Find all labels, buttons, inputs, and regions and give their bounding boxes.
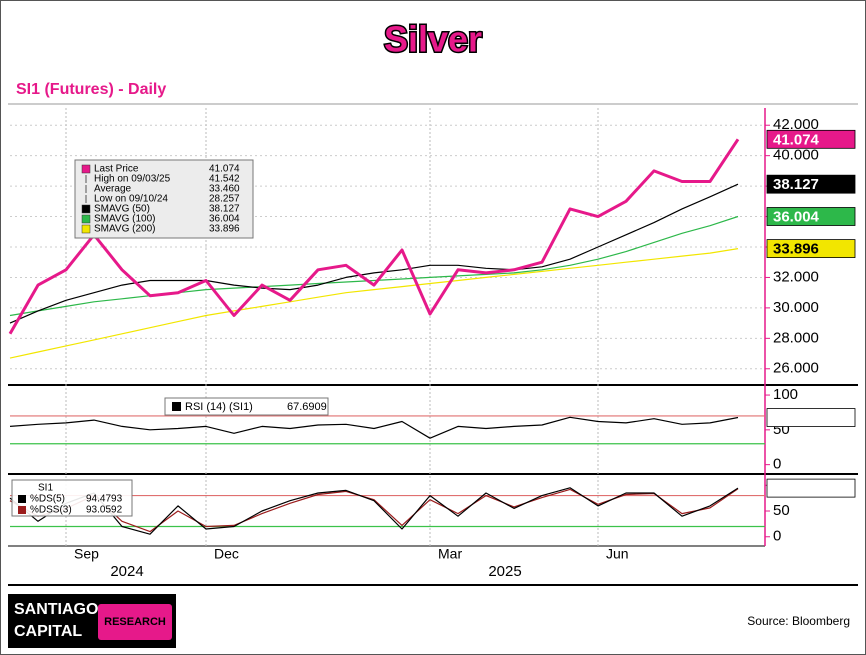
year-label: 2025	[488, 563, 521, 580]
y-tick-label: 100	[773, 386, 798, 403]
legend-swatch	[18, 506, 26, 514]
last-value-label: 41.074	[773, 131, 820, 148]
x-tick-label: Dec	[214, 546, 239, 562]
last-value-tag	[766, 408, 856, 427]
last-value-tag	[766, 239, 856, 258]
legend-title: SI1	[38, 483, 53, 494]
series-line	[9, 248, 739, 359]
last-value-label: 94.4793	[773, 480, 827, 497]
legend-label: SMAVG (200)	[94, 224, 156, 235]
x-tick-label: Mar	[438, 546, 462, 562]
chart-subtitle: SI1 (Futures) - Daily	[16, 81, 166, 98]
chart-title: Silver	[384, 19, 482, 60]
legend-value: 36.004	[209, 214, 240, 225]
series-line	[9, 183, 739, 324]
legend-box	[11, 479, 133, 517]
legend-value: 93.0592	[86, 505, 123, 516]
y-tick-label: 0	[773, 456, 781, 473]
legend-swatch	[81, 164, 91, 174]
legend-swatch	[81, 224, 91, 234]
legend-swatch	[81, 214, 91, 224]
last-value-label: 67.6909	[773, 410, 827, 427]
series-line	[9, 487, 739, 535]
legend-label: %DS(5)	[30, 494, 65, 505]
y-tick-label: 42.000	[773, 116, 819, 133]
legend-value: 33.460	[209, 184, 240, 195]
legend-label: Average	[94, 184, 132, 195]
legend-value: 41.542	[209, 174, 240, 185]
y-tick-label: 32.000	[773, 268, 819, 285]
y-tick-label: 30.000	[773, 299, 819, 316]
last-value-label: 36.004	[773, 208, 820, 225]
legend-value: 38.127	[209, 204, 240, 215]
legend-label: RSI (14) (SI1)	[185, 401, 253, 413]
last-value-tag	[766, 478, 856, 498]
legend-value: 28.257	[209, 194, 240, 205]
y-tick-label: 50	[773, 502, 790, 519]
series-line	[9, 215, 739, 317]
last-value-label: 33.896	[773, 241, 819, 258]
logo-text: CAPITAL	[14, 623, 82, 640]
last-value-label: 38.127	[773, 176, 819, 193]
legend-box	[74, 159, 254, 239]
legend-label: High on 09/03/25	[94, 174, 171, 185]
legend-label: Low on 09/10/24	[94, 194, 168, 205]
logo-tag	[98, 604, 172, 640]
legend-swatch	[18, 495, 26, 503]
legend-swatch	[172, 402, 181, 411]
y-tick-label: 26.000	[773, 360, 819, 377]
legend-label: Last Price	[94, 164, 139, 175]
legend-label: %DSS(3)	[30, 505, 72, 516]
last-value-tag	[766, 207, 856, 226]
series-line	[9, 416, 739, 439]
legend-label: SMAVG (100)	[94, 214, 156, 225]
legend-swatch	[81, 204, 91, 214]
logo-text: SANTIAGO	[14, 601, 98, 618]
legend-value: 41.074	[209, 164, 240, 175]
y-tick-label: 0	[773, 528, 781, 545]
y-tick-label: 28.000	[773, 329, 819, 346]
legend-value: 67.6909	[287, 401, 327, 413]
logo-tag-text: RESEARCH	[104, 616, 166, 628]
x-tick-label: Sep	[74, 546, 99, 562]
last-value-tag	[766, 129, 856, 149]
last-value-tag	[766, 174, 856, 194]
y-tick-label: 40.000	[773, 147, 819, 164]
x-tick-label: Jun	[606, 546, 629, 562]
legend-value: 33.896	[209, 224, 240, 235]
legend-box	[164, 397, 329, 416]
legend-value: 94.4793	[86, 494, 123, 505]
legend-label: SMAVG (50)	[94, 204, 150, 215]
series-line	[8, 138, 740, 335]
year-label: 2024	[110, 563, 143, 580]
source: Source: Bloomberg	[747, 614, 850, 628]
